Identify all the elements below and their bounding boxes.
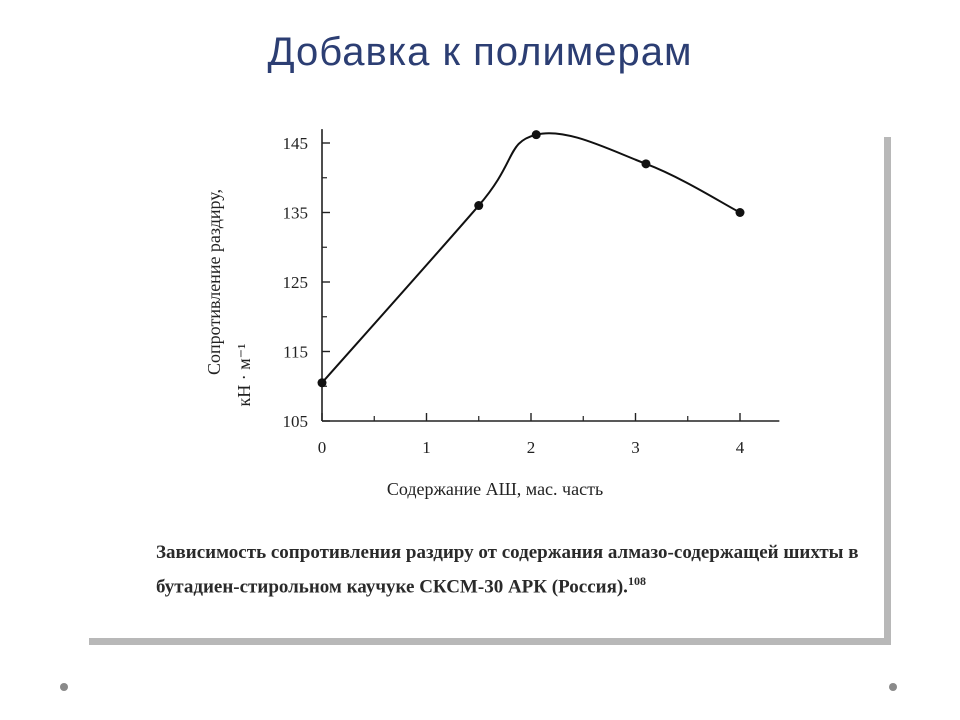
y-tick-label-1: 115 [283, 343, 308, 362]
series [317, 130, 745, 388]
data-point-2 [531, 130, 541, 140]
data-point-3 [641, 159, 651, 169]
y-tick-label-4: 145 [283, 134, 309, 153]
data-point-0 [317, 378, 327, 388]
caption-text: Зависимость сопротивления раздиру от сод… [156, 542, 859, 598]
decor-dot-right [889, 683, 897, 691]
data-point-1 [474, 201, 484, 211]
slide-title: Добавка к полимерам [267, 30, 693, 74]
axes: 105 115 125 135 145 0 1 2 3 4 [283, 129, 780, 457]
y-tick-label-0: 105 [283, 412, 309, 431]
data-point-4 [735, 208, 745, 217]
decor-dot-left [60, 683, 68, 691]
x-tick-label-0: 0 [318, 438, 327, 457]
x-tick-label-2: 2 [527, 438, 536, 457]
x-tick-label-1: 1 [422, 438, 431, 457]
y-tick-label-3: 135 [283, 204, 309, 223]
y-axis-label: Сопротивление раздиру, [204, 189, 224, 375]
y-tick-label-2: 125 [283, 273, 309, 292]
y-axis-unit: кН · м⁻¹ [234, 343, 254, 406]
x-tick-label-3: 3 [631, 438, 640, 457]
x-axis-label: Содержание АШ, мас. часть [387, 479, 603, 499]
x-tick-label-4: 4 [736, 438, 745, 457]
figure-panel [82, 130, 884, 638]
caption-reference: 108 [627, 574, 646, 588]
figure-caption: Зависимость сопротивления раздиру от сод… [156, 538, 876, 601]
series-line-0 [321, 132, 741, 384]
